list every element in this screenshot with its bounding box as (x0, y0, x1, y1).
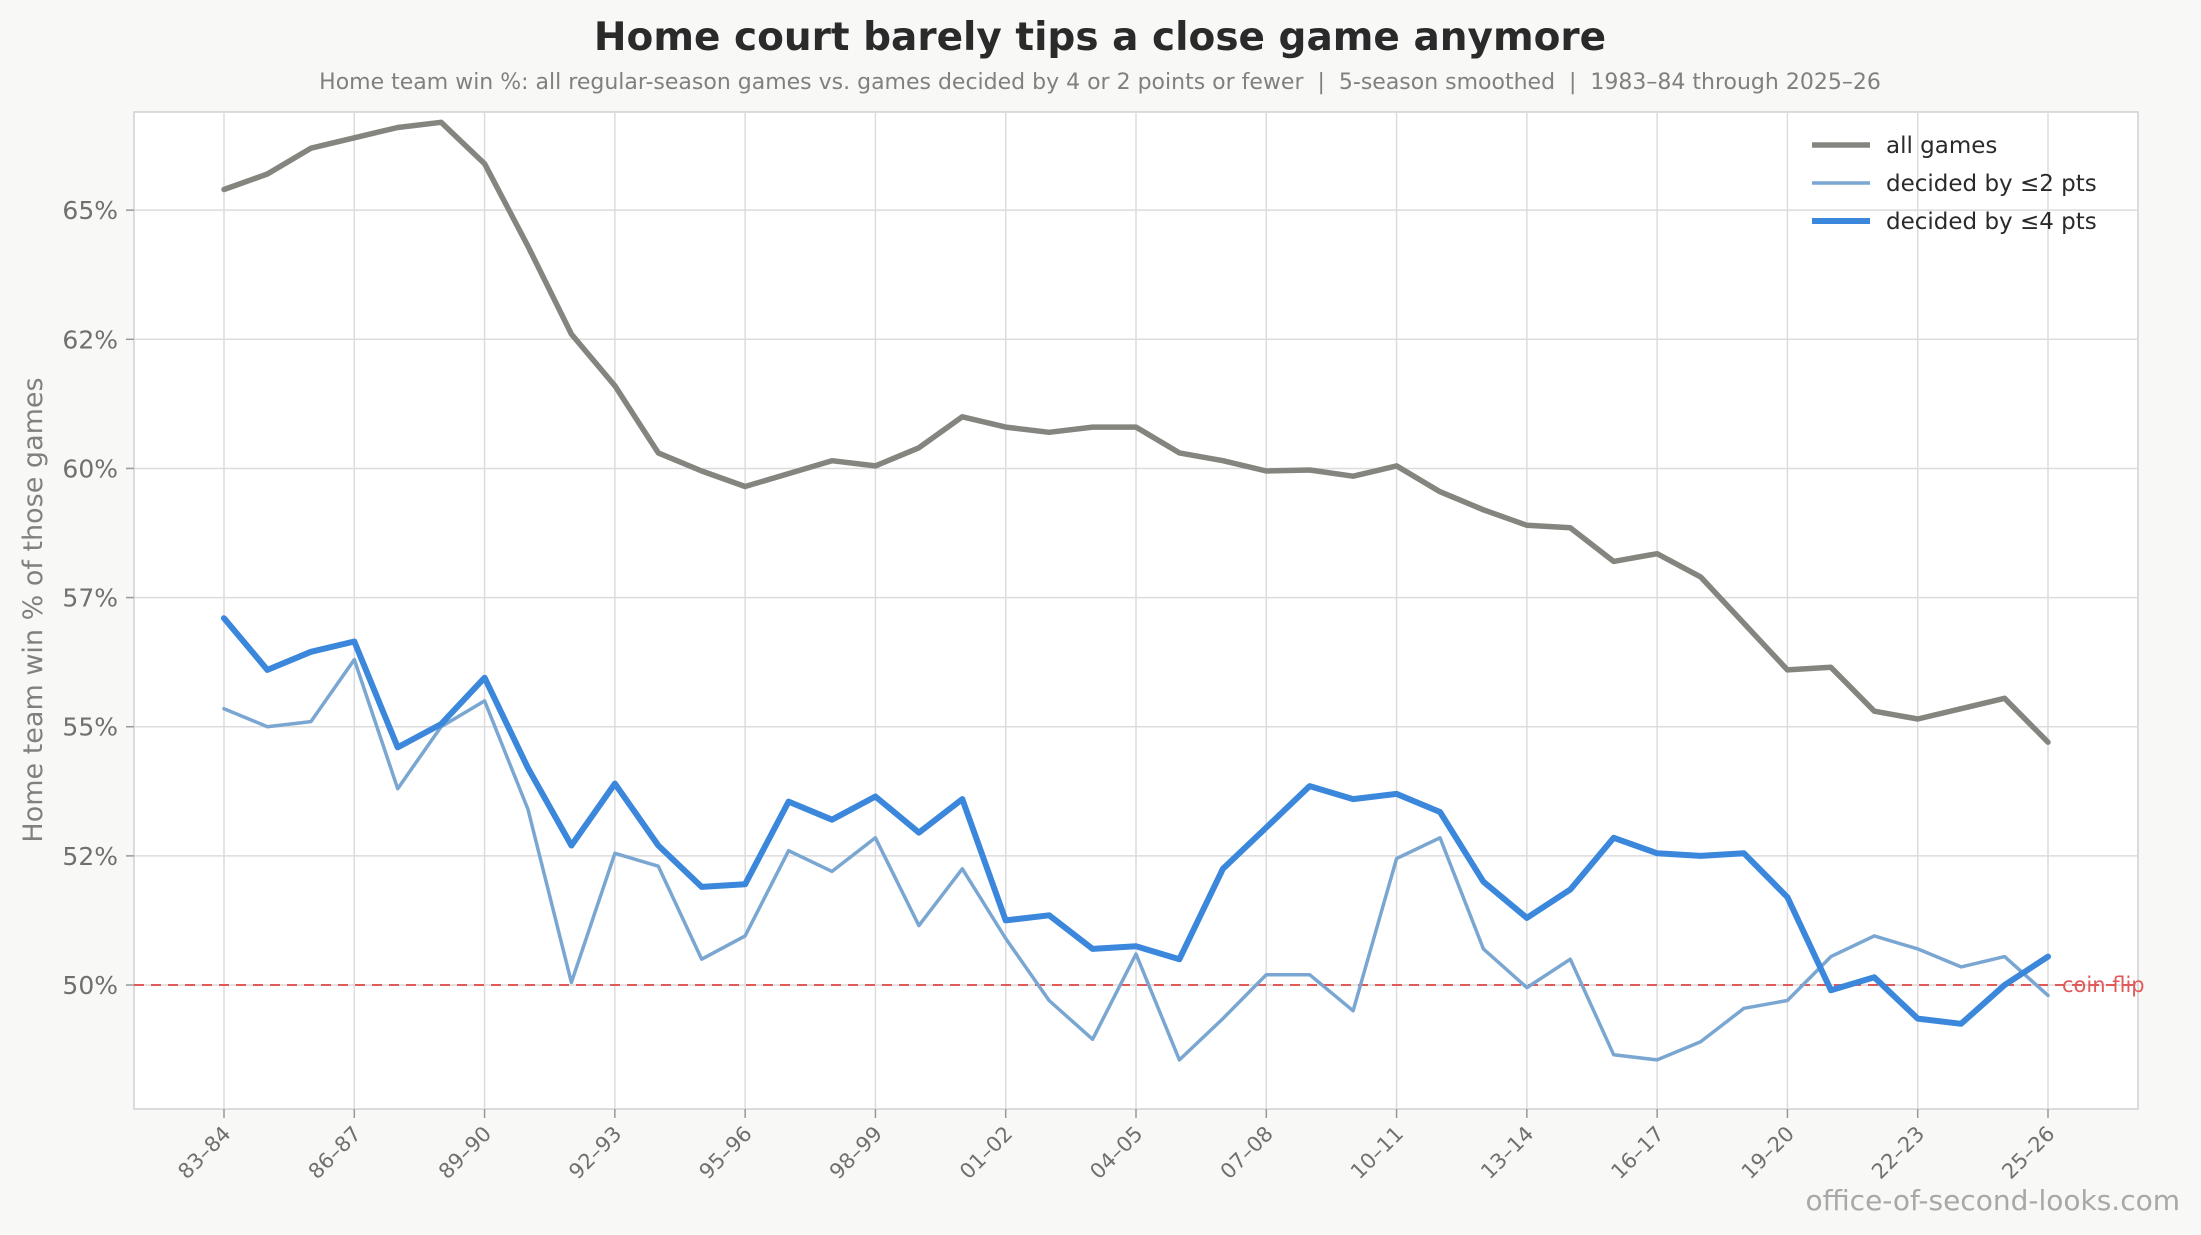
y-tick-label: 57% (62, 584, 118, 613)
y-axis-ticks: 50% 52% 55% 57% 60% 62% 65% (62, 196, 134, 1000)
watermark: office-of-second-looks.com (1805, 1184, 2180, 1217)
legend-label-all-games: all games (1886, 133, 1997, 159)
y-tick-label: 55% (62, 713, 118, 742)
series (221, 119, 2051, 1062)
chart-title: Home court barely tips a close game anym… (594, 15, 1606, 60)
legend-label-decided-by-2: decided by ≤2 pts (1886, 171, 2097, 197)
series-line-1 (222, 657, 2050, 1062)
y-tick-label: 52% (62, 842, 118, 871)
y-tick-label: 65% (62, 196, 118, 225)
y-tick-label: 60% (62, 454, 118, 483)
grid (134, 112, 2138, 1109)
series-line-0 (221, 119, 2051, 745)
chart-subtitle: Home team win %: all regular-season game… (319, 70, 1881, 95)
y-tick-label: 50% (62, 971, 118, 1000)
series-line-2 (221, 615, 2051, 1027)
coin-flip-label: coin flip (2062, 973, 2145, 997)
legend: all games decided by ≤2 pts decided by ≤… (1812, 133, 2097, 235)
y-axis-label: Home team win % of those games (18, 377, 49, 842)
legend-label-decided-by-4: decided by ≤4 pts (1886, 209, 2097, 235)
y-tick-label: 62% (62, 325, 118, 354)
